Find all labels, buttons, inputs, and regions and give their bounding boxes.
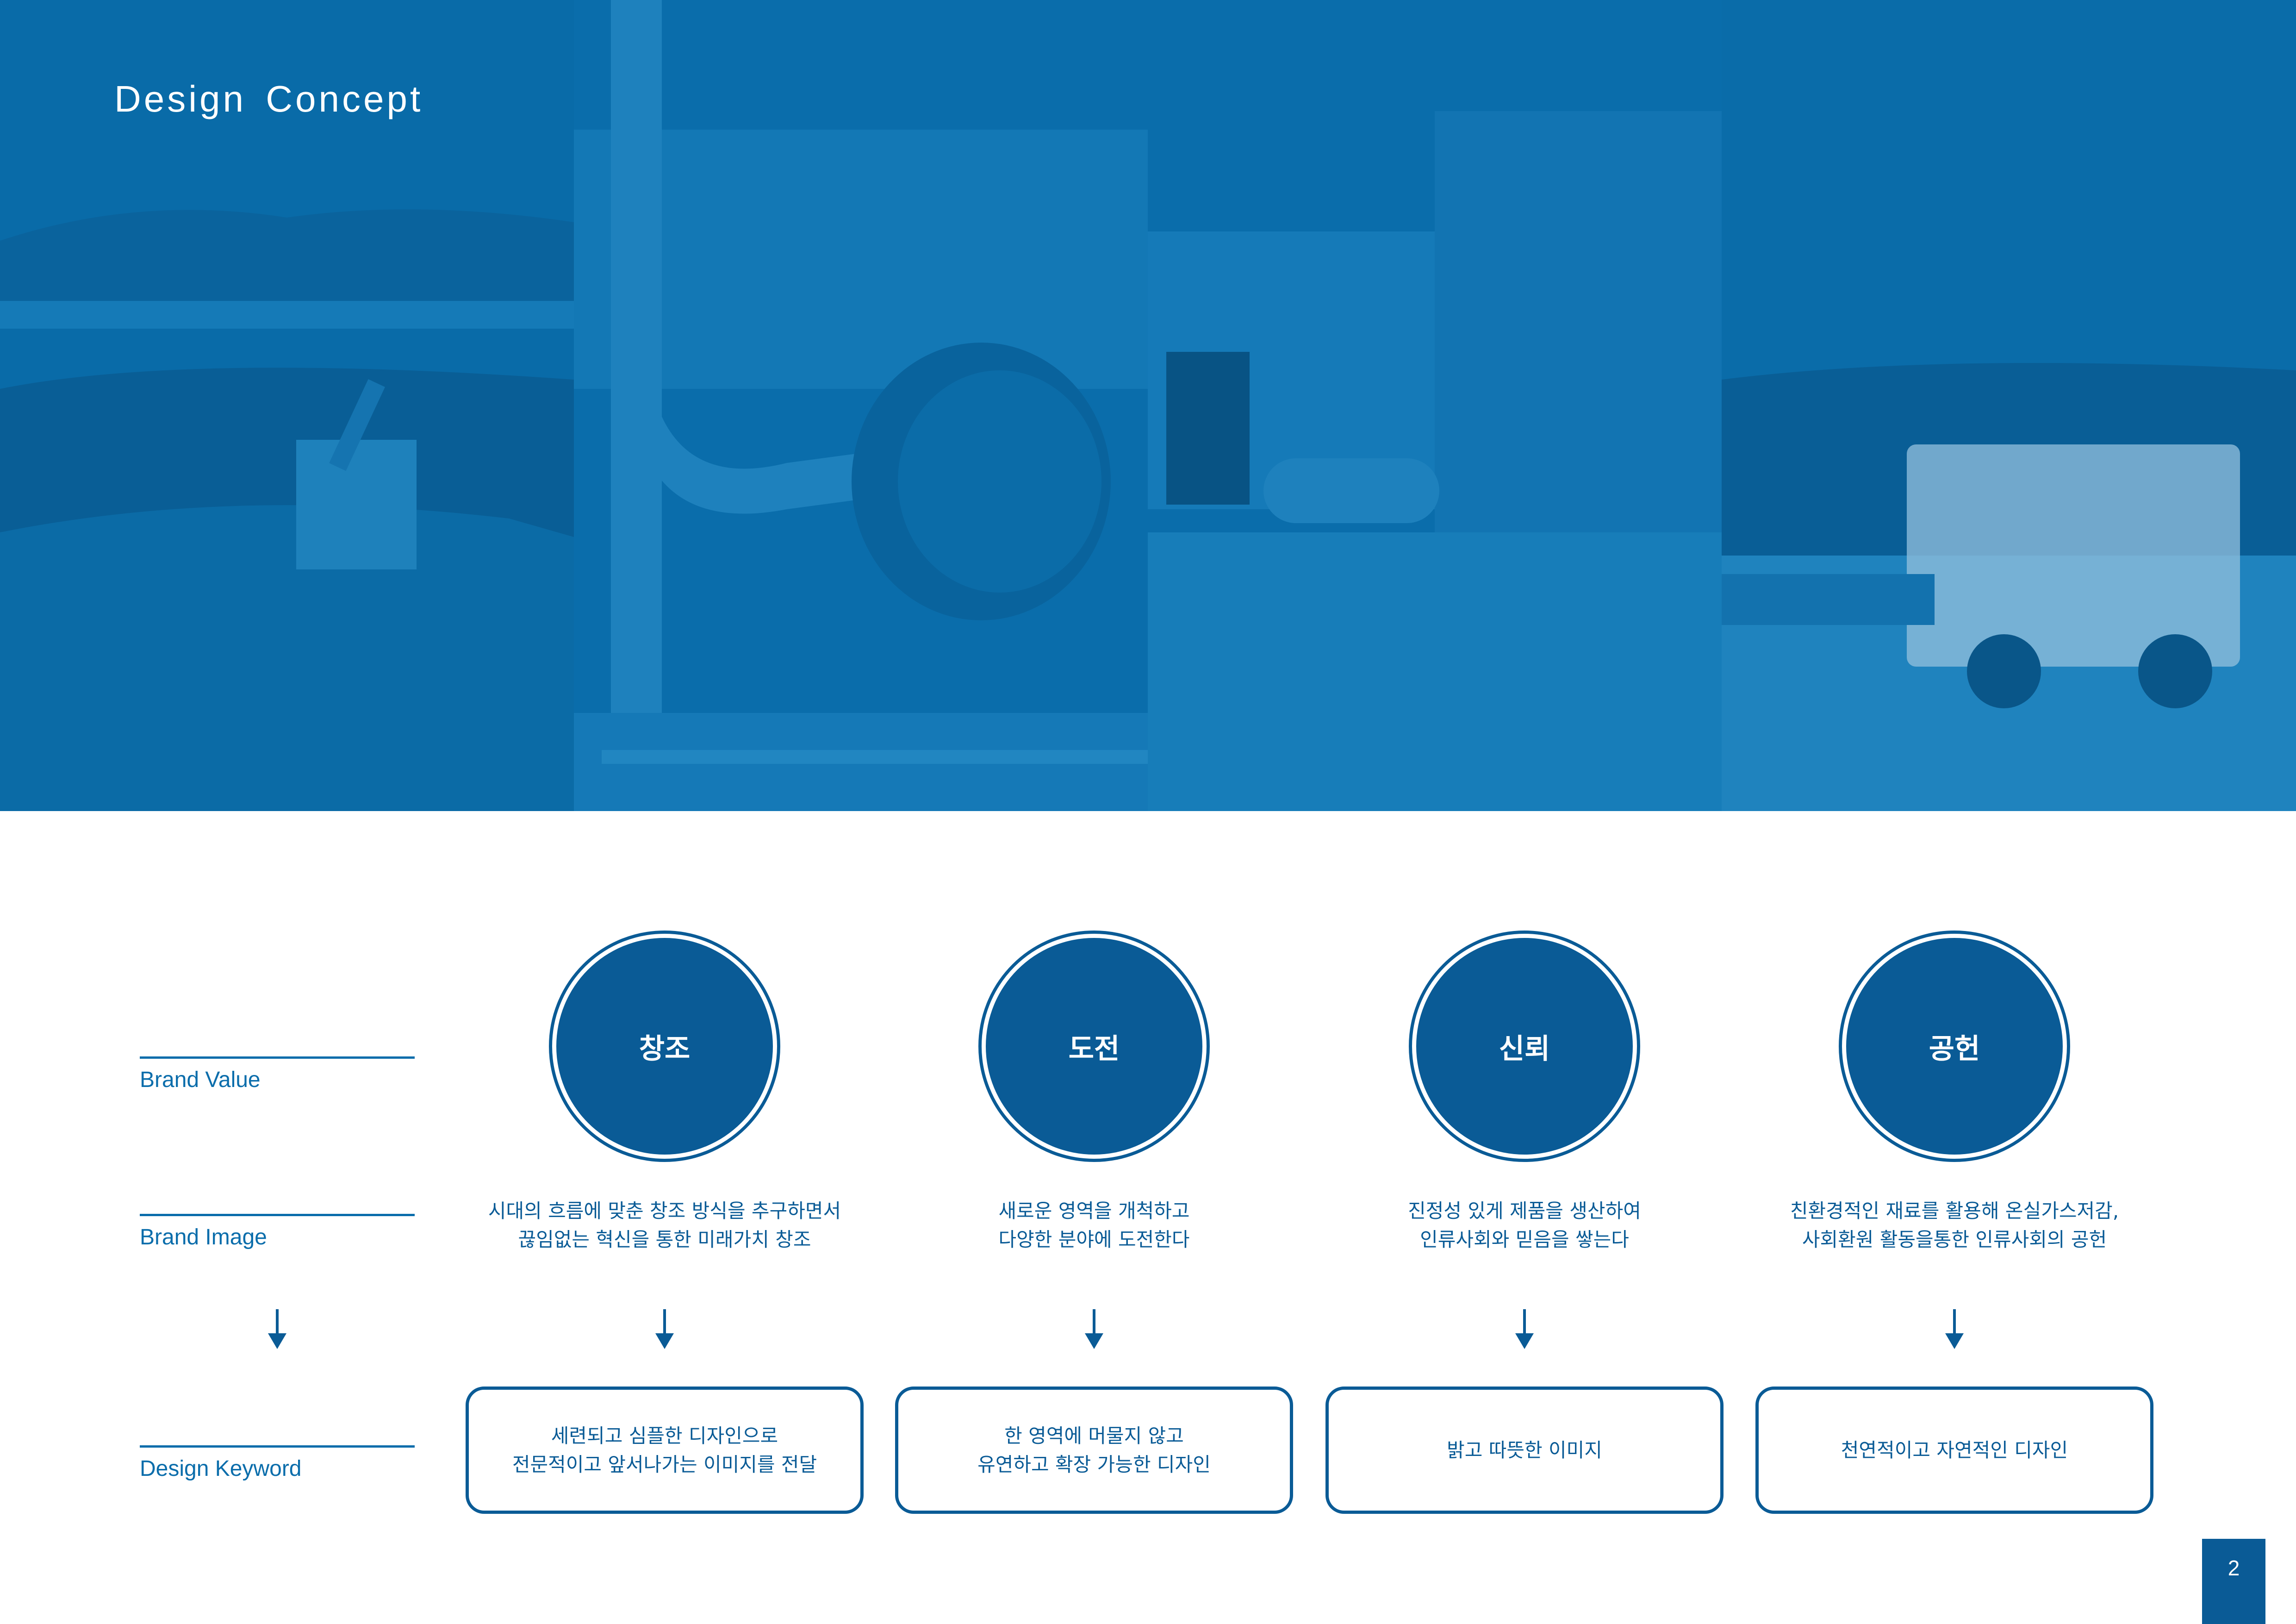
- brand-image-line: 인류사회와 믿음을 쌓는다: [1420, 1228, 1629, 1251]
- design-keyword-line: 밝고 따뜻한 이미지: [1447, 1438, 1602, 1462]
- down-arrow-icon: [1945, 1309, 1964, 1351]
- brand-image-line: 시대의 흐름에 맞춘 창조 방식을 추구하면서: [488, 1199, 841, 1222]
- concept-column-2: 도전 새로운 영역을 개척하고 다양한 분야에 도전한다 한 영역에 머물지 않…: [895, 931, 1293, 1514]
- design-keyword-line: 세련되고 심플한 디자인으로: [551, 1424, 778, 1447]
- brand-value-badge: 신뢰: [1409, 931, 1640, 1162]
- brand-image-line: 끊임없는 혁신을 통한 미래가치 창조: [518, 1228, 811, 1251]
- design-keyword-line: 한 영역에 머물지 않고: [1004, 1424, 1184, 1447]
- concept-column-3: 신뢰 진정성 있게 제품을 생산하여 인류사회와 믿음을 쌓는다 밝고 따뜻한 …: [1325, 931, 1724, 1514]
- design-keyword-box: 한 영역에 머물지 않고 유연하고 확장 가능한 디자인: [895, 1387, 1293, 1514]
- brand-image-line: 새로운 영역을 개척하고: [998, 1199, 1190, 1222]
- design-keyword-line: 전문적이고 앞서나가는 이미지를 전달: [512, 1453, 817, 1476]
- log-yard-photo: [0, 0, 574, 811]
- factory-building-photo: [1148, 0, 1722, 811]
- brand-image-line: 다양한 분야에 도전한다: [998, 1228, 1190, 1251]
- concept-column-1: 창조 시대의 흐름에 맞춘 창조 방식을 추구하면서 끊임없는 혁신을 통한 미…: [466, 931, 864, 1514]
- hero-banner: Design Concept: [0, 0, 2296, 811]
- brand-image-text: 새로운 영역을 개척하고 다양한 분야에 도전한다: [895, 1197, 1293, 1254]
- brand-value-badge: 공헌: [1839, 931, 2070, 1162]
- concept-column-4: 공헌 친환경적인 재료를 활용해 온실가스저감, 사회환원 활동을통한 인류사회…: [1755, 931, 2153, 1514]
- log-truck-photo: [1722, 0, 2296, 811]
- down-arrow-icon: [1085, 1309, 1103, 1351]
- down-arrow-icon: [655, 1309, 674, 1351]
- brand-image-label: Brand Image: [140, 1214, 415, 1250]
- brand-value-badge: 창조: [549, 931, 780, 1162]
- design-keyword-line: 유연하고 확장 가능한 디자인: [977, 1453, 1211, 1476]
- design-keyword-label: Design Keyword: [140, 1445, 415, 1481]
- page-number: 2: [2202, 1539, 2265, 1624]
- page-title: Design Concept: [114, 78, 423, 119]
- down-arrow-icon: [268, 1309, 286, 1351]
- brand-image-line: 친환경적인 재료를 활용해 온실가스저감,: [1790, 1199, 2119, 1222]
- design-keyword-box: 세련되고 심플한 디자인으로 전문적이고 앞서나가는 이미지를 전달: [466, 1387, 864, 1514]
- design-keyword-box: 밝고 따뜻한 이미지: [1325, 1387, 1724, 1514]
- brand-value-text: 창조: [639, 1032, 691, 1065]
- design-keyword-box: 천연적이고 자연적인 디자인: [1755, 1387, 2153, 1514]
- brand-value-badge: 도전: [978, 931, 1210, 1162]
- brand-value-text: 도전: [1068, 1032, 1120, 1065]
- brand-image-text: 시대의 흐름에 맞춘 창조 방식을 추구하면서 끊임없는 혁신을 통한 미래가치…: [466, 1197, 864, 1254]
- brand-image-line: 진정성 있게 제품을 생산하여: [1408, 1199, 1641, 1222]
- brand-image-text: 진정성 있게 제품을 생산하여 인류사회와 믿음을 쌓는다: [1325, 1197, 1724, 1254]
- brand-value-text: 신뢰: [1499, 1032, 1550, 1065]
- rotary-dryer-photo: [574, 0, 1148, 811]
- brand-image-text: 친환경적인 재료를 활용해 온실가스저감, 사회환원 활동을통한 인류사회의 공…: [1755, 1197, 2153, 1254]
- brand-image-line: 사회환원 활동을통한 인류사회의 공헌: [1802, 1228, 2107, 1251]
- down-arrow-icon: [1515, 1309, 1534, 1351]
- design-keyword-line: 천연적이고 자연적인 디자인: [1841, 1438, 2068, 1462]
- brand-value-text: 공헌: [1929, 1032, 1980, 1065]
- brand-value-label: Brand Value: [140, 1056, 415, 1093]
- hero-photo-collage: [0, 0, 2296, 811]
